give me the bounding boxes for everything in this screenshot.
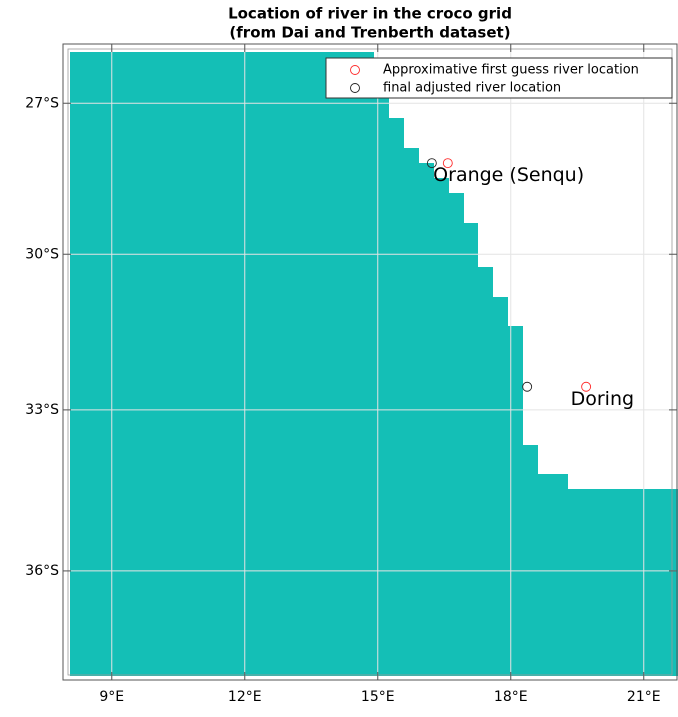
y-tick-label: 36°S	[25, 563, 59, 579]
river-point	[581, 381, 592, 392]
x-tick-label: 9°E	[99, 689, 124, 705]
x-tick-label: 12°E	[228, 689, 262, 705]
legend-marker	[350, 83, 360, 93]
frame	[62, 43, 678, 681]
legend-marker	[350, 65, 360, 75]
x-tick-label: 18°E	[494, 689, 528, 705]
grid	[63, 44, 677, 680]
legend: Approximative first guess river location…	[325, 57, 673, 99]
river-point	[426, 158, 437, 169]
frame-inner	[67, 48, 673, 676]
marks: Orange (Senqu) Doring	[426, 158, 634, 410]
y-tick-label: 30°S	[25, 246, 59, 262]
chart-title: Location of river in the croco grid	[228, 5, 512, 23]
chart-subtitle: (from Dai and Trenberth dataset)	[229, 24, 510, 42]
river-point	[522, 381, 533, 392]
legend-label: final adjusted river location	[383, 81, 561, 96]
annotation: Orange (Senqu)	[433, 164, 584, 186]
ocean-mask	[70, 52, 678, 676]
legend-box	[325, 57, 673, 99]
annotation: Doring	[571, 388, 634, 410]
y-tick-label: 33°S	[25, 402, 59, 418]
river-point	[442, 158, 453, 169]
legend-label: Approximative first guess river location	[383, 63, 639, 78]
x-tick-label: 21°E	[627, 689, 661, 705]
y-tick-label: 27°S	[25, 95, 59, 111]
x-tick-label: 15°E	[361, 689, 395, 705]
